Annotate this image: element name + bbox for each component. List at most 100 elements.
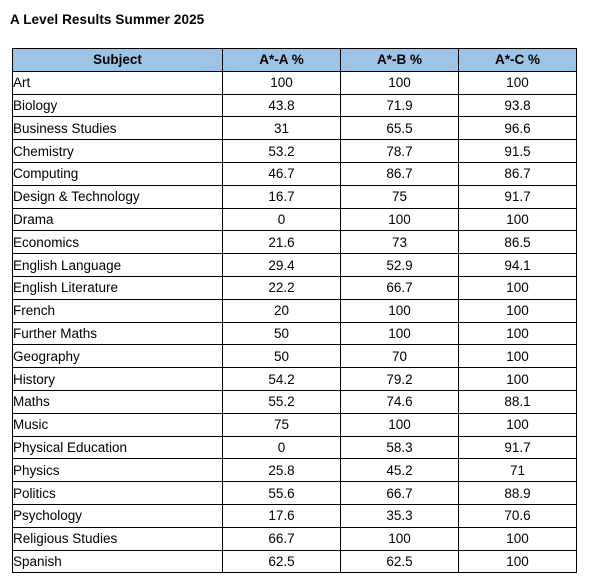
value-cell: 100 — [458, 275, 577, 300]
results-table: Subject A*-A % A*-B % A*-C % Art 100 100 10… — [12, 48, 577, 574]
value-cell: 21.6 — [222, 230, 341, 255]
value-cell: 62.5 — [222, 549, 341, 574]
subject-cell: Drama — [12, 207, 223, 232]
value-cell: 75 — [340, 184, 459, 209]
table-row: Art 100 100 100 — [12, 70, 577, 95]
value-cell: 65.5 — [340, 116, 459, 141]
subject-cell: Biology — [12, 93, 223, 118]
subject-cell: Geography — [12, 344, 223, 369]
value-cell: 66.7 — [222, 526, 341, 551]
value-cell: 17.6 — [222, 503, 341, 528]
table-row: Music 75 100 100 — [12, 412, 577, 437]
value-cell: 78.7 — [340, 139, 459, 163]
table-row: Religious Studies 66.7 100 100 — [12, 526, 577, 551]
value-cell: 0 — [222, 435, 341, 460]
subject-cell: Psychology — [12, 503, 223, 528]
table-row: English Language 29.4 52.9 94.1 — [12, 253, 577, 277]
value-cell: 16.7 — [222, 184, 341, 209]
table-row: Politics 55.6 66.7 88.9 — [12, 481, 577, 505]
subject-cell: French — [12, 298, 223, 323]
table-row: Psychology 17.6 35.3 70.6 — [12, 503, 577, 528]
column-header-subject: Subject — [12, 48, 223, 72]
value-cell: 91.7 — [458, 184, 577, 209]
value-cell: 86.7 — [340, 161, 459, 186]
value-cell: 0 — [222, 207, 341, 232]
table-row: Biology 43.8 71.9 93.8 — [12, 93, 577, 118]
table-header-row: Subject A*-A % A*-B % A*-C % — [12, 48, 577, 72]
table-row: French 20 100 100 — [12, 298, 577, 323]
subject-cell: History — [12, 367, 223, 391]
table-row: History 54.2 79.2 100 — [12, 367, 577, 391]
value-cell: 55.6 — [222, 481, 341, 505]
value-cell: 20 — [222, 298, 341, 323]
value-cell: 71.9 — [340, 93, 459, 118]
subject-cell: Maths — [12, 389, 223, 414]
table-body: Art 100 100 100 Biology 43.8 71.9 93.8 Business … — [12, 70, 577, 574]
table-row: English Literature 22.2 66.7 100 — [12, 275, 577, 300]
value-cell: 74.6 — [340, 389, 459, 414]
value-cell: 100 — [340, 526, 459, 551]
value-cell: 100 — [458, 321, 577, 346]
value-cell: 100 — [458, 70, 577, 95]
value-cell: 70.6 — [458, 503, 577, 528]
value-cell: 100 — [340, 412, 459, 437]
subject-cell: English Language — [12, 253, 223, 277]
table-row: Maths 55.2 74.6 88.1 — [12, 389, 577, 414]
value-cell: 100 — [458, 298, 577, 323]
value-cell: 53.2 — [222, 139, 341, 163]
subject-cell: Politics — [12, 481, 223, 505]
subject-cell: Chemistry — [12, 139, 223, 163]
value-cell: 79.2 — [340, 367, 459, 391]
subject-cell: Religious Studies — [12, 526, 223, 551]
value-cell: 100 — [458, 344, 577, 369]
value-cell: 35.3 — [340, 503, 459, 528]
value-cell: 100 — [340, 207, 459, 232]
value-cell: 54.2 — [222, 367, 341, 391]
table-row: Chemistry 53.2 78.7 91.5 — [12, 139, 577, 163]
subject-cell: Further Maths — [12, 321, 223, 346]
value-cell: 31 — [222, 116, 341, 141]
table-row: Business Studies 31 65.5 96.6 — [12, 116, 577, 141]
page-title: A Level Results Summer 2025 — [10, 12, 205, 27]
value-cell: 52.9 — [340, 253, 459, 277]
subject-cell: Business Studies — [12, 116, 223, 141]
table-row: Physics 25.8 45.2 71 — [12, 458, 577, 483]
value-cell: 66.7 — [340, 481, 459, 505]
value-cell: 100 — [340, 70, 459, 95]
value-cell: 96.6 — [458, 116, 577, 141]
value-cell: 46.7 — [222, 161, 341, 186]
subject-cell: Physics — [12, 458, 223, 483]
value-cell: 100 — [222, 70, 341, 95]
value-cell: 86.7 — [458, 161, 577, 186]
value-cell: 50 — [222, 344, 341, 369]
value-cell: 29.4 — [222, 253, 341, 277]
column-header-a-star-a: A*-A % — [222, 48, 341, 72]
subject-cell: Art — [12, 70, 223, 95]
value-cell: 50 — [222, 321, 341, 346]
value-cell: 100 — [340, 321, 459, 346]
table-row: Drama 0 100 100 — [12, 207, 577, 232]
value-cell: 70 — [340, 344, 459, 369]
subject-cell: Music — [12, 412, 223, 437]
value-cell: 58.3 — [340, 435, 459, 460]
value-cell: 71 — [458, 458, 577, 483]
column-header-a-star-b: A*-B % — [340, 48, 459, 72]
value-cell: 91.7 — [458, 435, 577, 460]
subject-cell: Spanish — [12, 549, 223, 574]
value-cell: 100 — [458, 412, 577, 437]
value-cell: 45.2 — [340, 458, 459, 483]
value-cell: 100 — [458, 549, 577, 574]
value-cell: 100 — [458, 526, 577, 551]
value-cell: 62.5 — [340, 549, 459, 574]
value-cell: 55.2 — [222, 389, 341, 414]
subject-cell: Computing — [12, 161, 223, 186]
value-cell: 100 — [458, 207, 577, 232]
value-cell: 94.1 — [458, 253, 577, 277]
table-row: Computing 46.7 86.7 86.7 — [12, 161, 577, 186]
value-cell: 22.2 — [222, 275, 341, 300]
value-cell: 66.7 — [340, 275, 459, 300]
subject-cell: Design & Technology — [12, 184, 223, 209]
subject-cell: Physical Education — [12, 435, 223, 460]
value-cell: 91.5 — [458, 139, 577, 163]
